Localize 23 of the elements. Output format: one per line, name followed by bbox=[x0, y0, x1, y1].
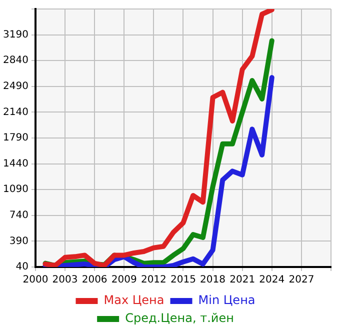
x-tick-label: 2015 bbox=[170, 274, 196, 286]
x-tick-label: 2009 bbox=[111, 274, 137, 286]
x-tick-label: 2003 bbox=[52, 274, 78, 286]
y-tick-label: 3190 bbox=[2, 29, 28, 40]
x-tick-label: 2006 bbox=[82, 274, 108, 286]
x-tick-label: 2021 bbox=[230, 274, 256, 286]
y-tick-label: 1090 bbox=[2, 184, 28, 196]
legend-label: Сред.Цена, т.йен bbox=[125, 311, 234, 326]
y-tick-label: 740 bbox=[9, 210, 28, 221]
y-tick-label: 2490 bbox=[2, 80, 28, 92]
x-tick-label: 2027 bbox=[288, 274, 314, 286]
legend-label: Max Цена bbox=[104, 293, 164, 308]
y-tick-label: 390 bbox=[9, 236, 28, 247]
x-tick-label: 2018 bbox=[200, 274, 226, 286]
y-tick-label: 1790 bbox=[2, 132, 28, 144]
legend-label: Min Цена bbox=[198, 293, 256, 308]
x-tick-label: 2000 bbox=[22, 274, 48, 286]
y-tick-label: 1440 bbox=[2, 158, 28, 170]
x-tick-label: 2024 bbox=[259, 274, 285, 286]
y-tick-label: 2840 bbox=[2, 55, 28, 66]
x-tick-label: 2012 bbox=[140, 274, 166, 286]
y-tick-label: 2140 bbox=[2, 106, 28, 118]
y-tick-label: 40 bbox=[16, 262, 28, 273]
